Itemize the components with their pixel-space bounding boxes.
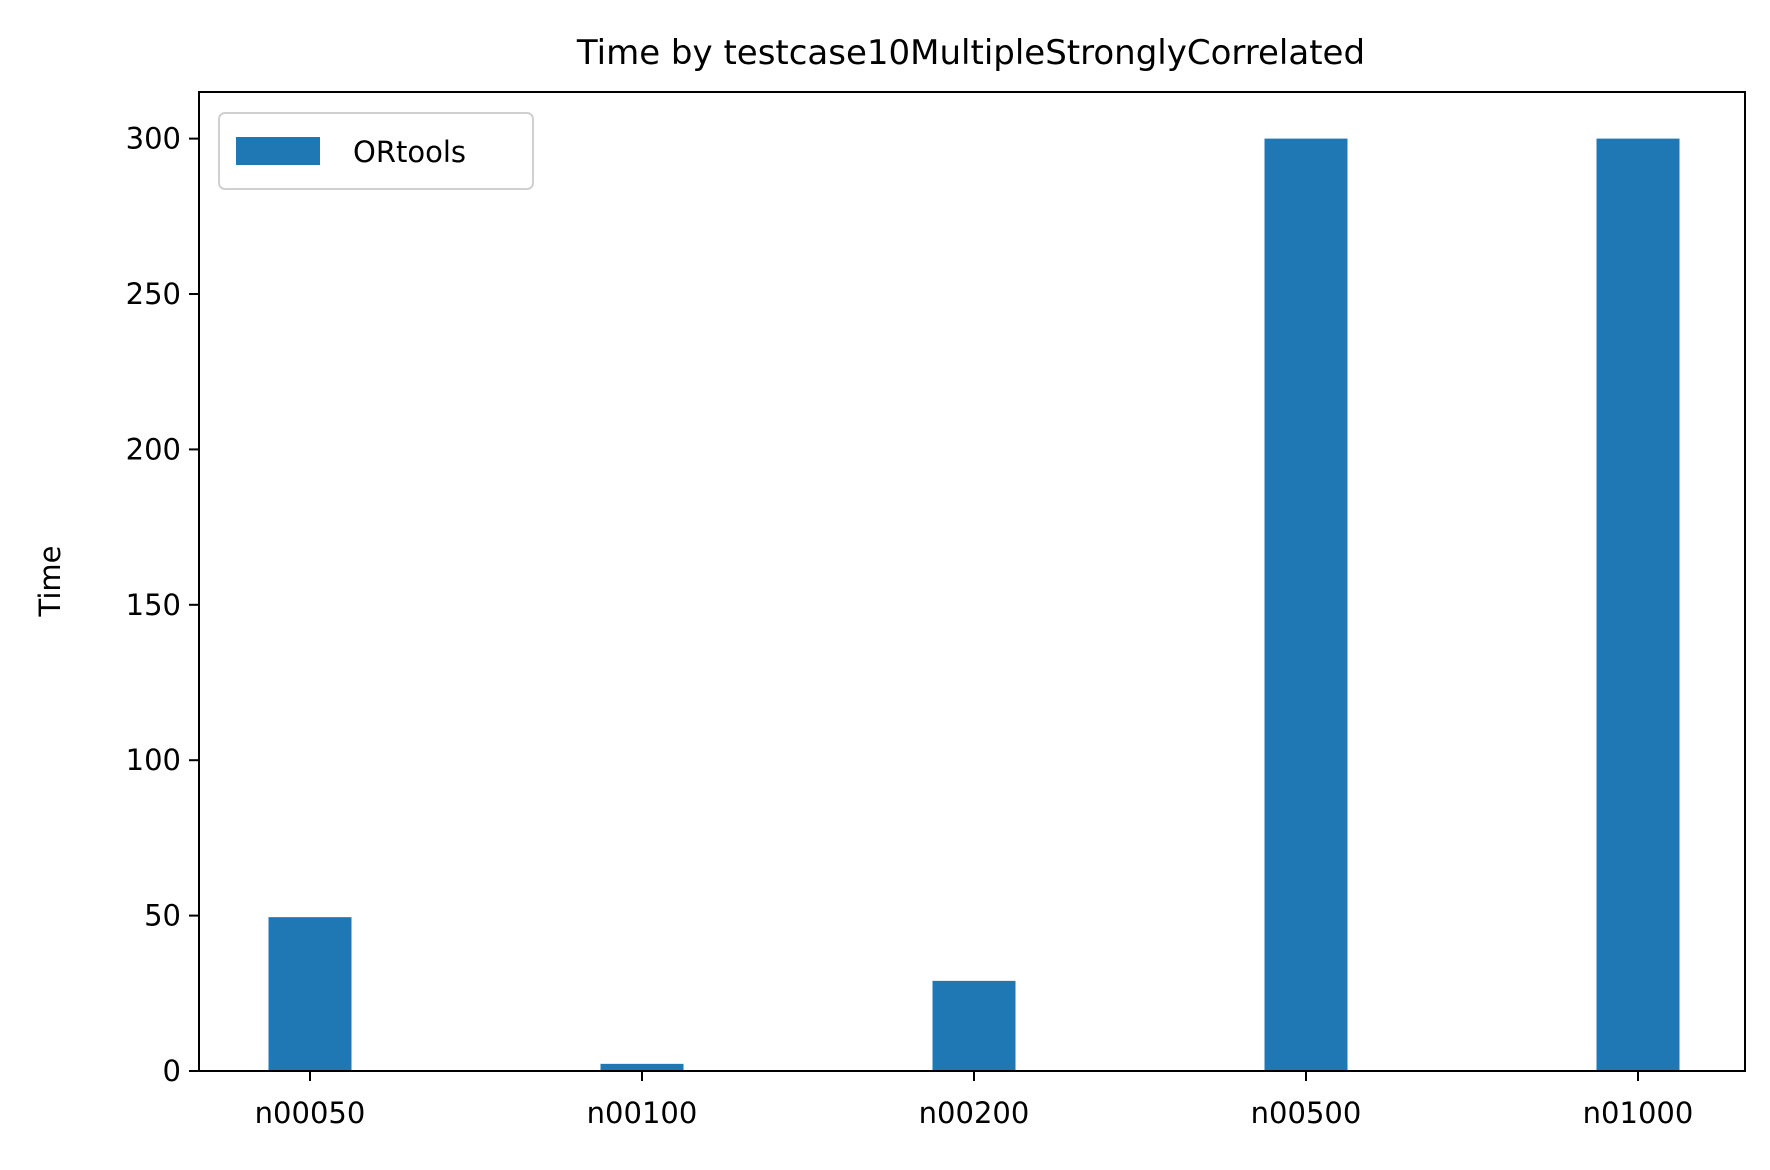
y-tick-label: 100: [126, 743, 181, 777]
x-tick-label-n00050: n00050: [255, 1096, 366, 1130]
x-tick-label-n00100: n00100: [587, 1096, 698, 1130]
x-axis: n00050 n00100 n00200 n00500 n01000: [255, 1071, 1694, 1130]
y-tick-label: 50: [144, 899, 181, 933]
y-axis-label: Time: [33, 546, 67, 618]
legend-label-ortools: ORtools: [353, 135, 466, 169]
bar-n00200: [932, 980, 1016, 1071]
legend-swatch: [236, 137, 320, 165]
chart-title: Time by testcase10MultipleStronglyCorrel…: [576, 33, 1365, 73]
x-tick-label-n00500: n00500: [1251, 1096, 1362, 1130]
x-tick-label-n00200: n00200: [919, 1096, 1030, 1130]
y-tick-label: 150: [126, 588, 181, 622]
bars-group: [268, 138, 1680, 1072]
plot-frame: [198, 91, 1746, 1072]
y-axis: 0 50 100 150 200 250 300: [126, 122, 199, 1088]
y-tick-label: 200: [126, 432, 181, 466]
bar-n00100: [600, 1063, 684, 1071]
x-tick-label-n01000: n01000: [1583, 1096, 1694, 1130]
bar-n00050: [268, 917, 352, 1071]
y-tick-label: 250: [126, 277, 181, 311]
bar-n00500: [1264, 138, 1348, 1072]
bar-n01000: [1596, 138, 1680, 1072]
y-tick-label: 0: [163, 1054, 181, 1088]
legend: ORtools: [218, 112, 534, 190]
legend-box: [218, 112, 534, 190]
y-tick-label: 300: [126, 122, 181, 156]
